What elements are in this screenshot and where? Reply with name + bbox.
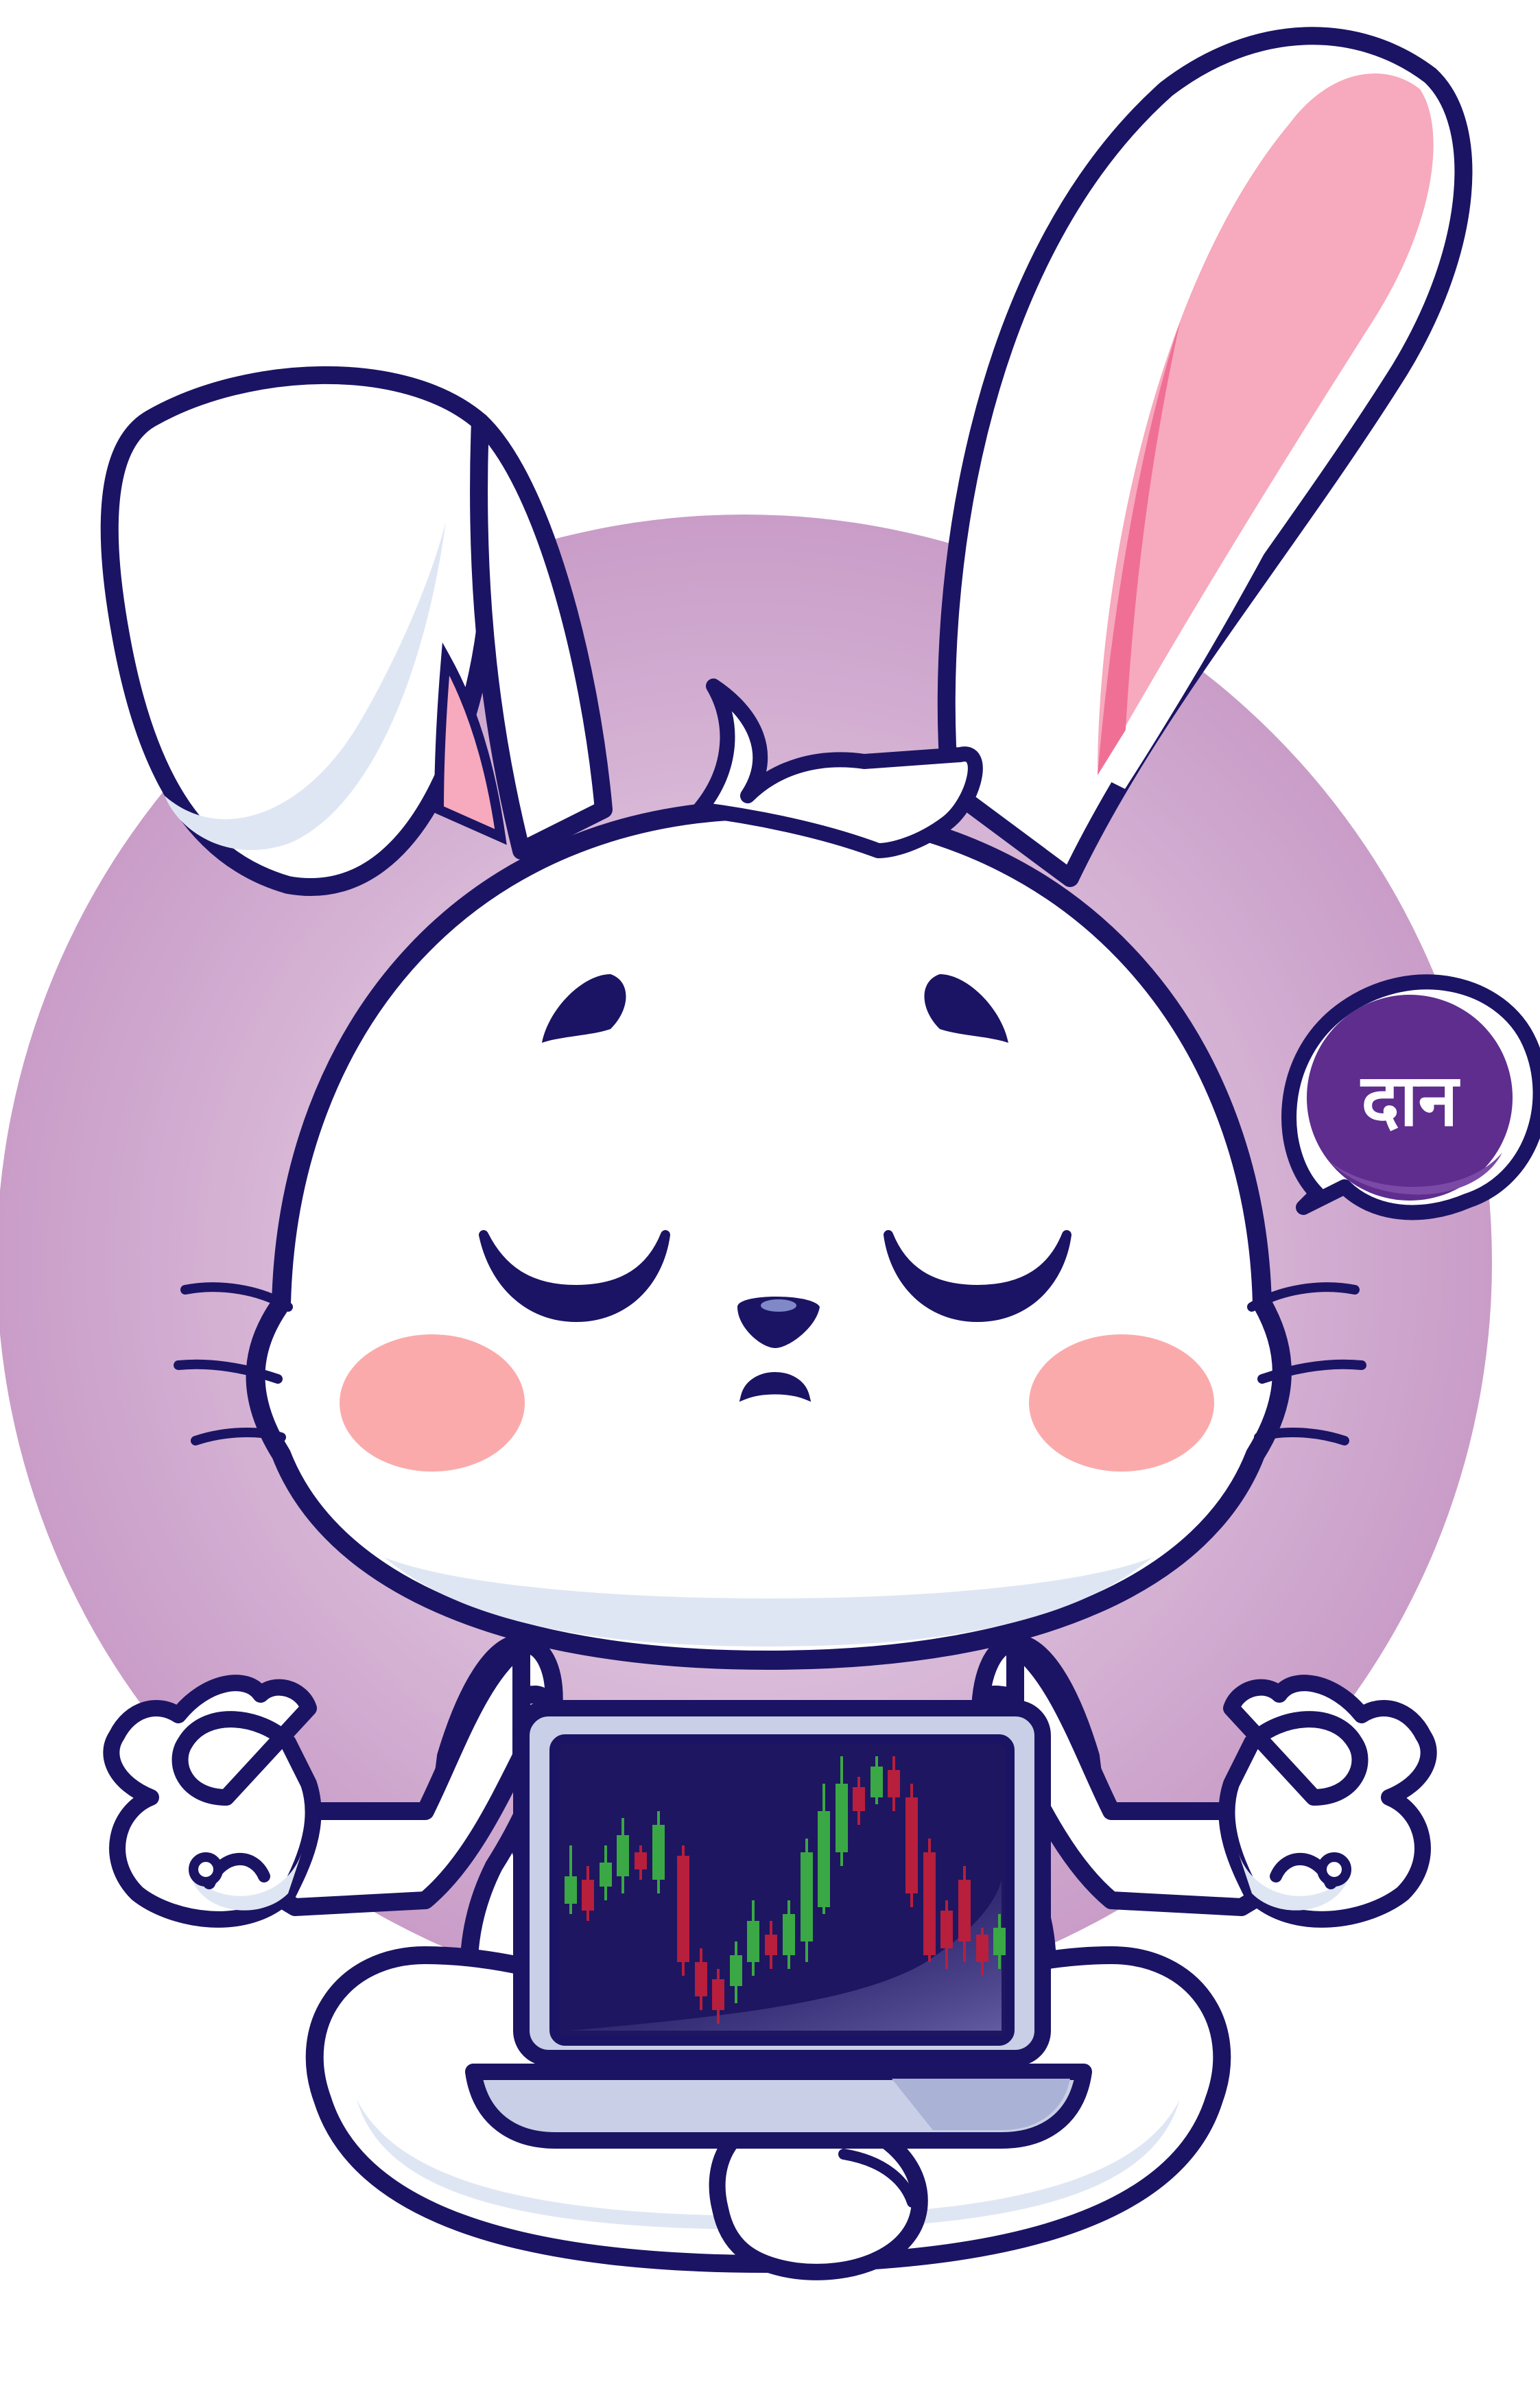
left-eyebrow (542, 974, 626, 1043)
candle-body (940, 1911, 953, 1948)
right-cheek (1029, 1334, 1214, 1472)
speech-bubble-text: दान (1360, 1059, 1460, 1142)
candle-body (635, 1852, 647, 1869)
candle-body (600, 1863, 612, 1887)
right-eye (884, 1230, 1071, 1322)
bunny-head (174, 678, 1366, 1670)
candle-body (888, 1770, 900, 1797)
candle-body (695, 1962, 707, 1996)
left-ear (100, 366, 613, 897)
candle-body (783, 1914, 795, 1955)
left-hand (103, 1675, 322, 1928)
candle-body (765, 1935, 777, 1955)
candle-body (730, 1955, 742, 1986)
candle-body (801, 1852, 813, 1941)
left-eye (479, 1230, 670, 1322)
candle-body (747, 1921, 759, 1962)
candle-body (677, 1856, 689, 1962)
candle-body (565, 1876, 577, 1904)
candle-body (976, 1935, 988, 1962)
candle-body (652, 1825, 665, 1880)
candle-body (582, 1880, 594, 1911)
candle-body (958, 1880, 971, 1941)
nose (737, 1297, 820, 1348)
candle-body (836, 1784, 848, 1852)
right-eyebrow (924, 974, 1008, 1043)
mouth (739, 1372, 812, 1402)
laptop-icon (465, 1700, 1092, 2149)
candle-body (712, 1979, 724, 2010)
speech-bubble-icon: दान (1281, 974, 1540, 1220)
right-hand (1218, 1675, 1437, 1928)
candle-body (818, 1811, 830, 1907)
candle-body (870, 1767, 883, 1797)
candle-body (923, 1852, 936, 1955)
right-ear (937, 27, 1473, 887)
candle-body (993, 1928, 1006, 1955)
candle-body (905, 1797, 918, 1893)
candle-body (617, 1835, 629, 1876)
candle-body (853, 1787, 865, 1811)
left-cheek (340, 1334, 525, 1472)
whiskers (174, 1282, 1366, 1445)
candlestick-chart-icon (565, 1756, 1006, 2024)
